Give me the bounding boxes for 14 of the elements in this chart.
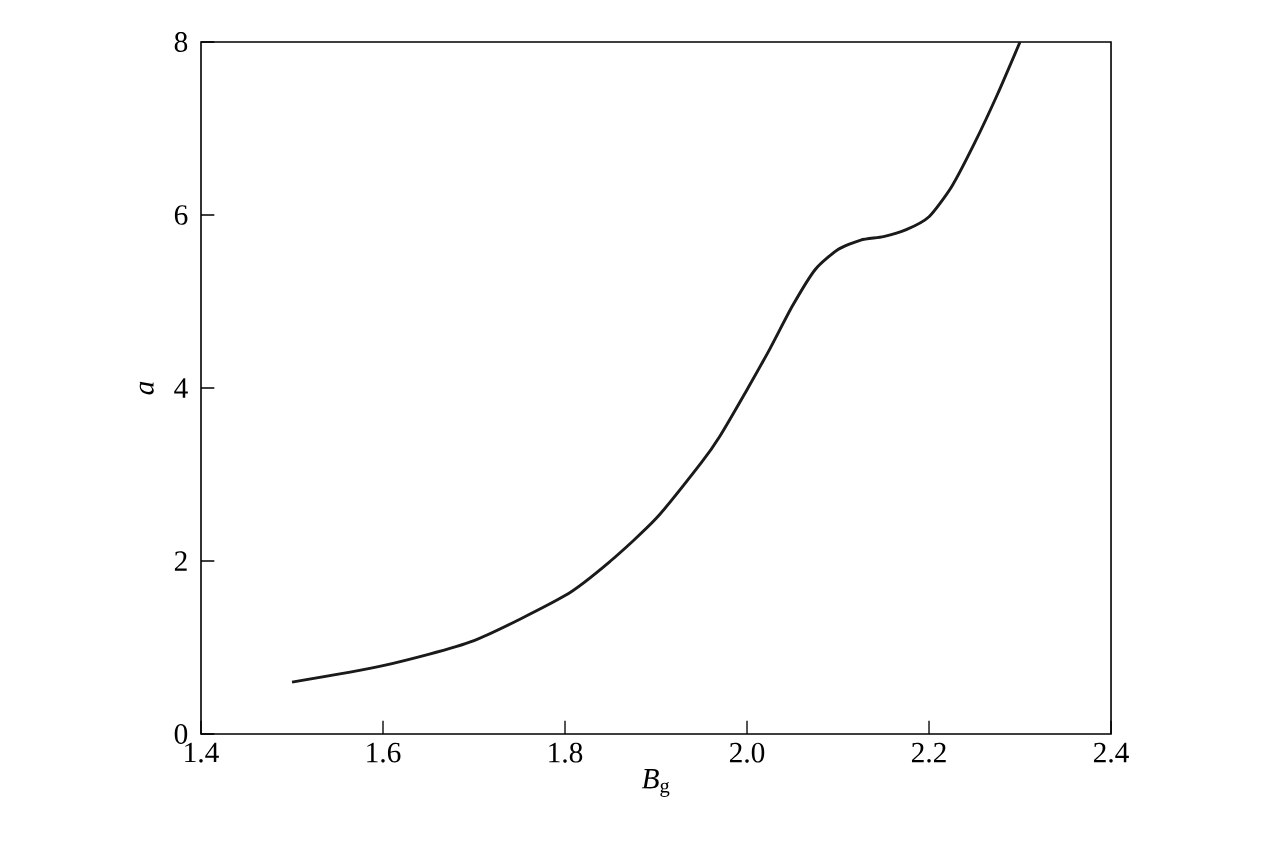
x-tick-label: 2.4 [1093, 742, 1129, 763]
y-tick-label: 4 [174, 378, 188, 398]
x-tick-label: 2.0 [729, 742, 765, 763]
y-axis-title: a [139, 381, 154, 395]
x-axis-title: B$_{g}$ [641, 769, 670, 797]
x-tick-label: 1.4 [185, 742, 219, 763]
y-tick-label: 8 [174, 32, 188, 52]
x-tick-label: 1.8 [549, 742, 583, 763]
x-tick-label: 2.2 [911, 742, 946, 763]
line-series [290, 42, 1022, 684]
y-tick-label: 2 [174, 551, 187, 571]
y-tick-label: 6 [174, 205, 188, 225]
x-tick-label: 1.6 [367, 742, 401, 763]
y-tick-label: 0 [174, 724, 188, 744]
